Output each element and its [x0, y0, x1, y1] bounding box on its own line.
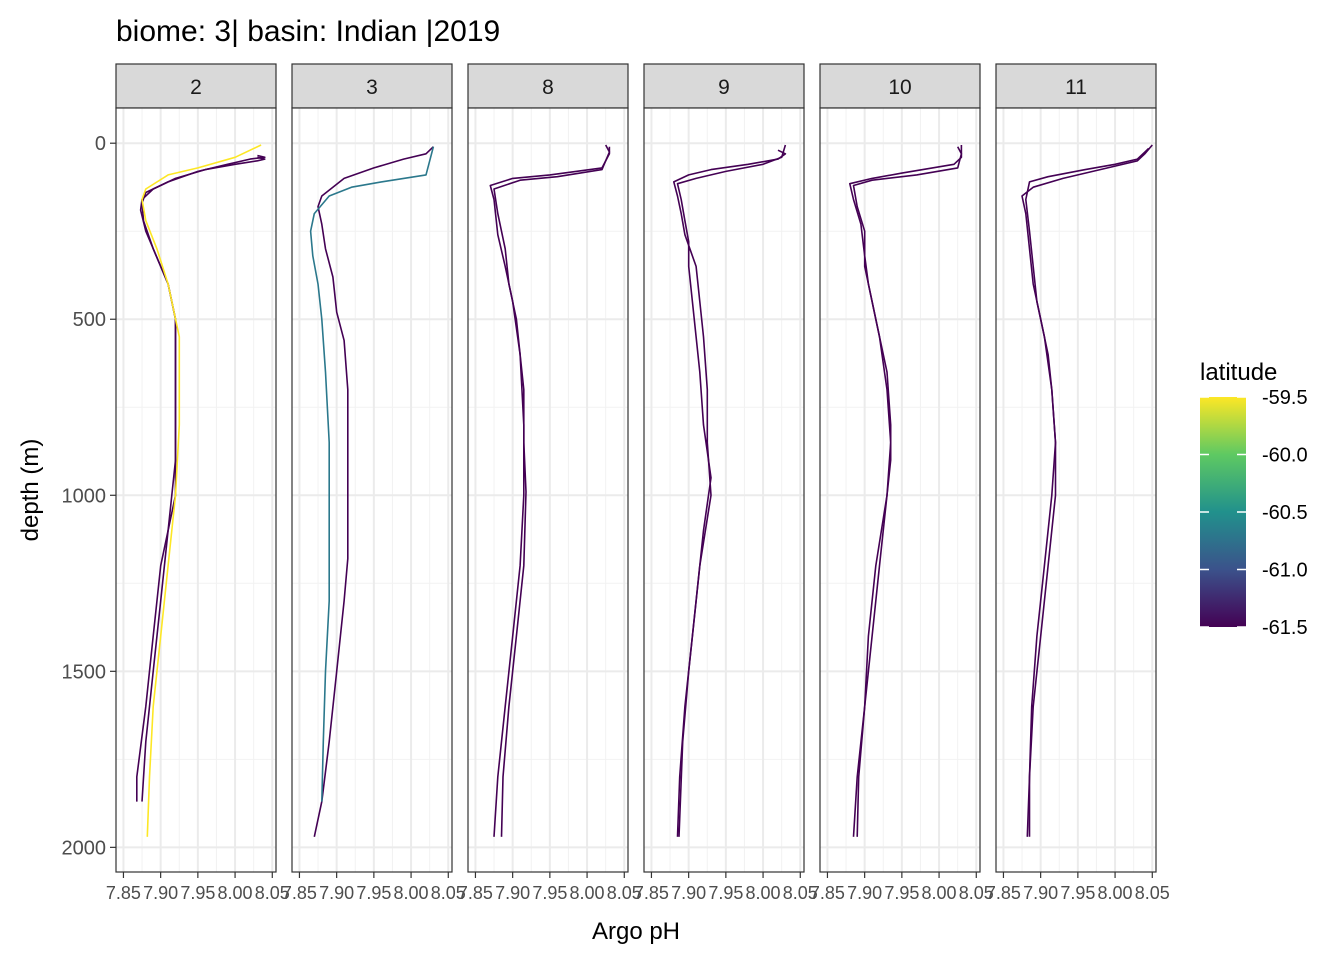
x-tick-label: 7.90 [1023, 883, 1058, 903]
facet-strip [819, 63, 981, 109]
color-legend: latitude -59.5 -60.0 -60.5 -61.0 -61.5 [1200, 359, 1308, 639]
facet-strip [115, 63, 277, 109]
facet-panels: 27.85 7.90 7.95 8.00 8.05050010001500200037.… [62, 63, 1170, 903]
y-tick-label: 2000 [62, 837, 107, 859]
panel-background [116, 108, 276, 872]
x-tick-label: 8.00 [1098, 883, 1133, 903]
x-tick-label: 7.85 [282, 883, 317, 903]
panel-border [643, 107, 805, 873]
legend-tick-label: -59.5 [1262, 387, 1308, 409]
x-tick-label: 7.95 [884, 883, 919, 903]
panel-background [996, 108, 1156, 872]
panel-border [467, 107, 629, 873]
facet-panel: 11 7.85 7.90 7.95 8.00 8.05 [986, 63, 1170, 903]
y-axis-title: depth (m) [17, 439, 44, 542]
profile-line [493, 144, 611, 837]
facet-panel: 8 7.85 7.90 7.95 8.00 8.05 [458, 63, 642, 903]
profile-line [136, 154, 266, 802]
facet-strip-label: 11 [1065, 76, 1087, 99]
facet-strip-label: 10 [888, 76, 911, 99]
x-tick-label: 7.90 [319, 883, 354, 903]
x-tick-label: 8.05 [1135, 883, 1170, 903]
profile-line [313, 146, 434, 837]
facet-strip [291, 63, 453, 109]
x-tick-label: 7.90 [143, 883, 178, 903]
chart-title: biome: 3| basin: Indian |2019 [116, 15, 500, 48]
x-tick-label: 8.05 [431, 883, 466, 903]
panel-background [644, 108, 804, 872]
x-axis-title: Argo pH [592, 918, 680, 945]
legend-tick-label: -60.5 [1262, 502, 1308, 524]
facet-strip-label: 8 [542, 76, 554, 99]
facet-strip [995, 63, 1157, 109]
panel-border [995, 107, 1157, 873]
x-tick-label: 8.00 [394, 883, 429, 903]
legend-tick-label: -61.5 [1262, 617, 1308, 639]
facet-strip [643, 63, 805, 109]
profile-line [676, 144, 787, 837]
x-tick-label: 8.05 [255, 883, 290, 903]
y-tick-label: 1500 [62, 661, 107, 683]
x-tick-label: 8.00 [570, 883, 605, 903]
profile-line [141, 144, 262, 837]
panel-background [468, 108, 628, 872]
profile-line [852, 146, 963, 837]
x-tick-label: 8.00 [922, 883, 957, 903]
x-tick-label: 7.85 [986, 883, 1021, 903]
x-tick-label: 7.95 [180, 883, 215, 903]
x-tick-label: 7.85 [634, 883, 669, 903]
facet-panel: 10 7.85 7.90 7.95 8.00 8.05 [810, 63, 994, 903]
x-tick-label: 8.00 [746, 883, 781, 903]
facet-strip-label: 9 [718, 76, 730, 99]
facet-panel: 9 7.85 7.90 7.95 8.00 8.05 [634, 63, 818, 903]
profile-line [1025, 147, 1150, 837]
x-tick-label: 7.95 [708, 883, 743, 903]
legend-tick-label: -60.0 [1262, 445, 1308, 467]
x-tick-label: 7.85 [106, 883, 141, 903]
panel-border [115, 107, 277, 873]
facet-panel: 3 7.85 7.90 7.95 8.00 8.05 [282, 63, 466, 903]
x-tick-label: 7.95 [356, 883, 391, 903]
y-tick-label: 1000 [62, 485, 107, 507]
legend-title: latitude [1200, 359, 1277, 386]
panel-background [820, 108, 980, 872]
legend-tick-label: -61.0 [1262, 560, 1308, 582]
x-tick-label: 7.90 [847, 883, 882, 903]
profile-line [309, 146, 435, 802]
x-tick-label: 7.85 [458, 883, 493, 903]
x-tick-label: 8.05 [783, 883, 818, 903]
facet-panel: 2 7.85 7.90 7.95 8.00 8.05 0 500 1000 1500 2000 [62, 63, 290, 903]
legend-ticks: -59.5 -60.0 -60.5 -61.0 -61.5 [1200, 387, 1308, 639]
x-tick-label: 7.90 [671, 883, 706, 903]
x-tick-label: 7.95 [532, 883, 567, 903]
x-tick-label: 7.95 [1060, 883, 1095, 903]
x-tick-label: 7.90 [495, 883, 530, 903]
y-tick-label: 500 [73, 309, 106, 331]
panel-border [819, 107, 981, 873]
panel-border [291, 107, 453, 873]
x-tick-label: 7.85 [810, 883, 845, 903]
x-tick-label: 8.00 [218, 883, 253, 903]
x-tick-label: 8.05 [607, 883, 642, 903]
facet-strip-label: 3 [366, 76, 378, 99]
y-tick-label: 0 [95, 133, 106, 155]
facet-strip [467, 63, 629, 109]
x-tick-label: 8.05 [959, 883, 994, 903]
panel-background [292, 108, 452, 872]
facet-strip-label: 2 [190, 76, 202, 99]
